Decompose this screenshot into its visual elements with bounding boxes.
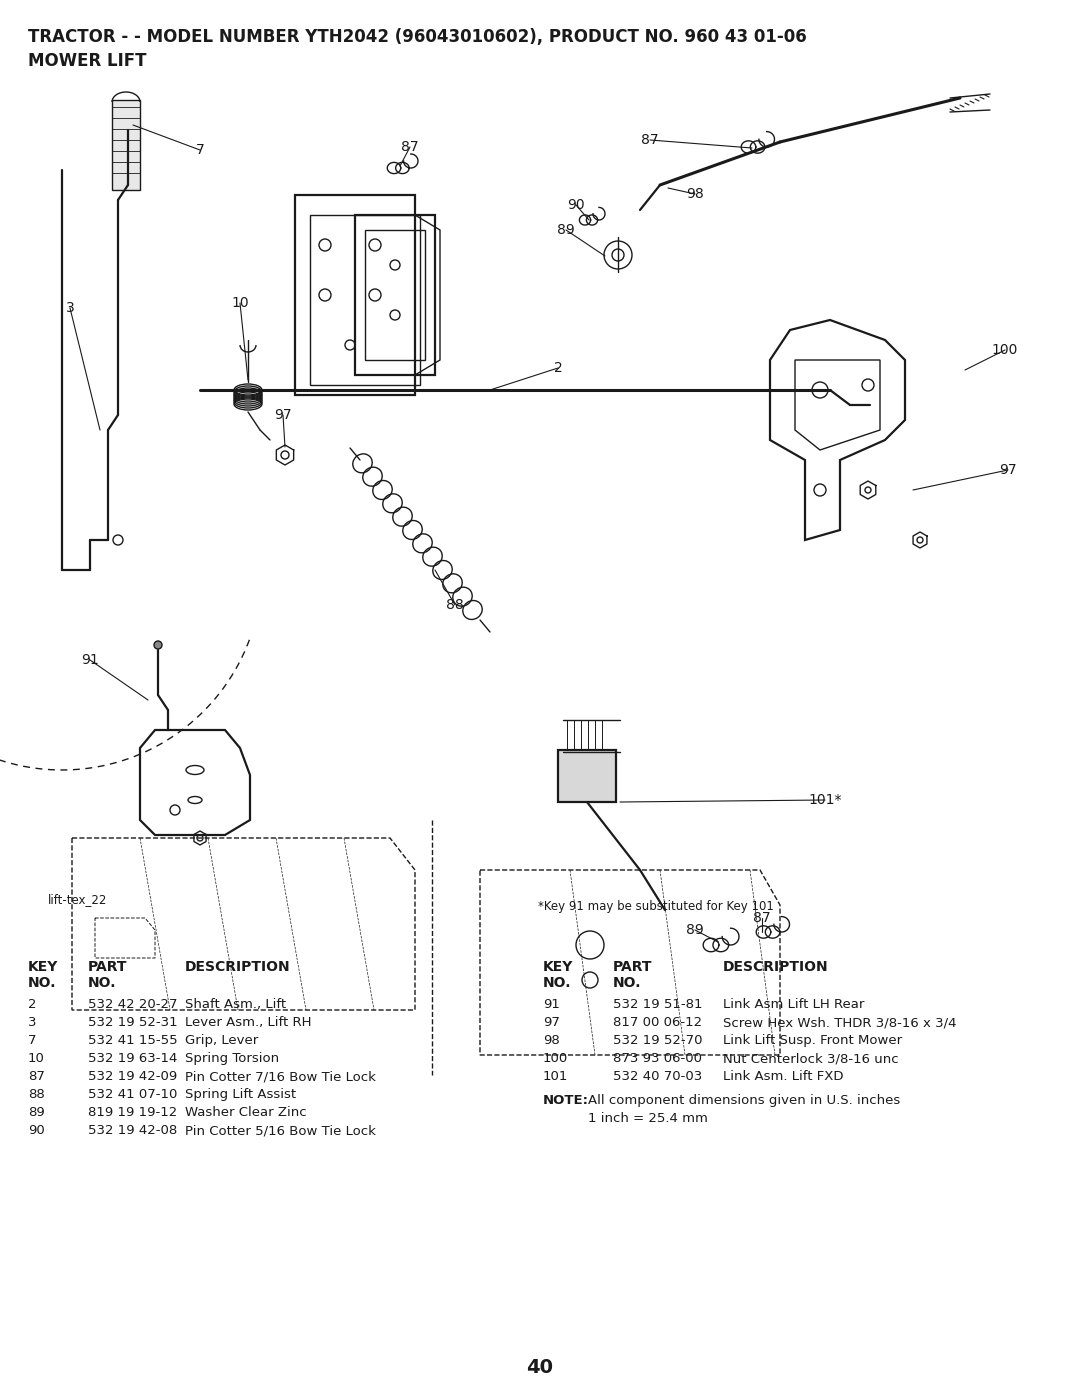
Text: 532 41 07-10: 532 41 07-10: [87, 1088, 177, 1101]
Text: 532 19 42-09: 532 19 42-09: [87, 1070, 177, 1083]
Text: 89: 89: [28, 1106, 44, 1119]
Text: TRACTOR - - MODEL NUMBER YTH2042 (96043010602), PRODUCT NO. 960 43 01-06: TRACTOR - - MODEL NUMBER YTH2042 (960430…: [28, 28, 807, 46]
Text: All component dimensions given in U.S. inches: All component dimensions given in U.S. i…: [588, 1094, 901, 1106]
Text: 2: 2: [554, 360, 563, 374]
Text: 97: 97: [999, 462, 1016, 476]
Text: 817 00 06-12: 817 00 06-12: [613, 1016, 702, 1030]
Text: KEY: KEY: [28, 960, 58, 974]
Text: 90: 90: [567, 198, 584, 212]
Text: 87: 87: [28, 1070, 45, 1083]
Text: 89: 89: [557, 224, 575, 237]
Text: 532 19 52-31: 532 19 52-31: [87, 1016, 177, 1030]
Text: 91: 91: [81, 652, 99, 666]
Circle shape: [154, 641, 162, 650]
Text: 97: 97: [274, 408, 292, 422]
Text: 819 19 19-12: 819 19 19-12: [87, 1106, 177, 1119]
Text: 532 40 70-03: 532 40 70-03: [613, 1070, 702, 1083]
Text: *Key 91 may be substituted for Key 101: *Key 91 may be substituted for Key 101: [538, 900, 774, 914]
Text: 532 19 42-08: 532 19 42-08: [87, 1125, 177, 1137]
Text: DESCRIPTION: DESCRIPTION: [185, 960, 291, 974]
Text: 532 42 20-27: 532 42 20-27: [87, 997, 177, 1011]
Bar: [310, 215, 420, 386]
Text: 3: 3: [28, 1016, 37, 1030]
Text: 87: 87: [642, 133, 659, 147]
Text: 2: 2: [28, 997, 37, 1011]
Text: 100: 100: [991, 344, 1018, 358]
Text: 97: 97: [543, 1016, 559, 1030]
Text: Link Asm Lift LH Rear: Link Asm Lift LH Rear: [723, 997, 864, 1011]
Text: Spring Lift Assist: Spring Lift Assist: [185, 1088, 296, 1101]
Text: 1 inch = 25.4 mm: 1 inch = 25.4 mm: [588, 1112, 707, 1125]
Text: 91: 91: [543, 997, 559, 1011]
Text: Spring Torsion: Spring Torsion: [185, 1052, 279, 1065]
Text: 7: 7: [28, 1034, 37, 1046]
Text: 532 41 15-55: 532 41 15-55: [87, 1034, 177, 1046]
Text: NO.: NO.: [543, 977, 571, 990]
Text: NO.: NO.: [28, 977, 56, 990]
Text: Grip, Lever: Grip, Lever: [185, 1034, 258, 1046]
Text: Link Asm. Lift FXD: Link Asm. Lift FXD: [723, 1070, 843, 1083]
Text: Screw Hex Wsh. THDR 3/8-16 x 3/4: Screw Hex Wsh. THDR 3/8-16 x 3/4: [723, 1016, 957, 1030]
Bar: [558, 750, 616, 802]
Text: Pin Cotter 5/16 Bow Tie Lock: Pin Cotter 5/16 Bow Tie Lock: [185, 1125, 376, 1137]
Text: 98: 98: [543, 1034, 559, 1046]
Text: 101*: 101*: [808, 793, 841, 807]
Text: 10: 10: [231, 296, 248, 310]
Text: Shaft Asm., Lift: Shaft Asm., Lift: [185, 997, 286, 1011]
Text: lift-tex_22: lift-tex_22: [48, 893, 107, 907]
Text: 3: 3: [66, 300, 75, 314]
Text: Nut Centerlock 3/8-16 unc: Nut Centerlock 3/8-16 unc: [723, 1052, 899, 1065]
Text: MOWER LIFT: MOWER LIFT: [28, 52, 147, 70]
Text: 532 19 51-81: 532 19 51-81: [613, 997, 702, 1011]
Text: 88: 88: [446, 598, 464, 612]
Text: 532 19 63-14: 532 19 63-14: [87, 1052, 177, 1065]
Text: NO.: NO.: [87, 977, 117, 990]
Text: 7: 7: [195, 142, 204, 156]
Text: PART: PART: [613, 960, 652, 974]
Text: 90: 90: [28, 1125, 44, 1137]
Text: PART: PART: [87, 960, 127, 974]
Text: Washer Clear Zinc: Washer Clear Zinc: [185, 1106, 307, 1119]
Bar: [112, 101, 140, 190]
Text: Pin Cotter 7/16 Bow Tie Lock: Pin Cotter 7/16 Bow Tie Lock: [185, 1070, 376, 1083]
Text: Link Lift Susp. Front Mower: Link Lift Susp. Front Mower: [723, 1034, 902, 1046]
Text: 10: 10: [28, 1052, 45, 1065]
Text: KEY: KEY: [543, 960, 573, 974]
Text: 101: 101: [543, 1070, 568, 1083]
Text: 87: 87: [401, 140, 419, 154]
Text: 873 93 06-00: 873 93 06-00: [613, 1052, 702, 1065]
Text: NOTE:: NOTE:: [543, 1094, 589, 1106]
Bar: [355, 215, 435, 374]
Text: DESCRIPTION: DESCRIPTION: [723, 960, 828, 974]
Text: 40: 40: [527, 1358, 554, 1377]
Bar: [365, 231, 426, 360]
Bar: [295, 196, 415, 395]
Text: 87: 87: [753, 911, 771, 925]
Text: 100: 100: [543, 1052, 568, 1065]
Text: 532 19 52-70: 532 19 52-70: [613, 1034, 702, 1046]
Text: 98: 98: [686, 187, 704, 201]
Text: 89: 89: [686, 923, 704, 937]
Text: Lever Asm., Lift RH: Lever Asm., Lift RH: [185, 1016, 311, 1030]
Text: NO.: NO.: [613, 977, 642, 990]
Text: 88: 88: [28, 1088, 44, 1101]
